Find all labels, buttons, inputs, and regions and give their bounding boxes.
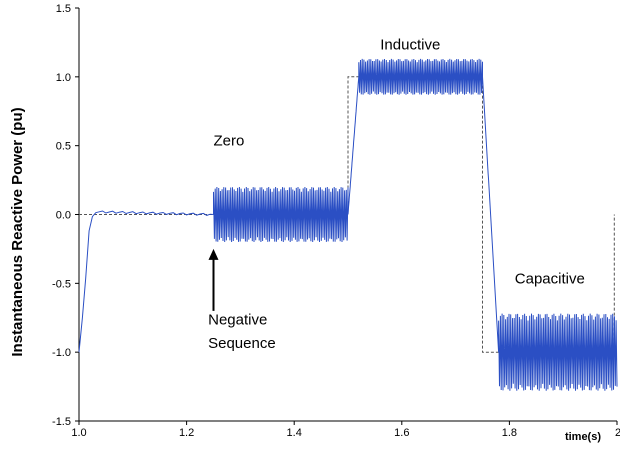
annotation-label: Capacitive (515, 270, 585, 287)
x-tick-label: 1.2 (179, 427, 194, 439)
y-tick-label: -1.5 (52, 416, 71, 428)
y-axis-title: Instantaneous Reactive Power (pu) (9, 107, 26, 356)
x-tick-label: 2.0 (615, 427, 620, 439)
x-tick-label: 1.4 (287, 427, 302, 439)
annotation-arrow-head (208, 248, 219, 260)
annotation-label: Negative (208, 312, 267, 329)
x-tick-label: 1.6 (394, 427, 409, 439)
y-tick-label: 1.5 (56, 3, 71, 15)
x-tick-label: 1.8 (502, 427, 517, 439)
y-tick-label: 0.0 (56, 210, 71, 222)
y-tick-label: 1.0 (56, 72, 71, 84)
y-tick-label: -1.0 (52, 347, 71, 359)
y-tick-label: -0.5 (52, 278, 71, 290)
y-tick-label: 0.5 (56, 141, 71, 153)
measured-series-line (78, 58, 618, 391)
annotation-label: Sequence (208, 335, 276, 352)
x-tick-label: 1.0 (71, 427, 86, 439)
plot-area: 1.51.00.50.0-0.5-1.0-1.51.0 1.2 1.4 1.6 1.8 2… (52, 3, 620, 439)
x-axis-title: time(s) (565, 431, 601, 443)
annotation-label: Inductive (380, 36, 440, 53)
annotation-label: Zero (214, 133, 245, 150)
